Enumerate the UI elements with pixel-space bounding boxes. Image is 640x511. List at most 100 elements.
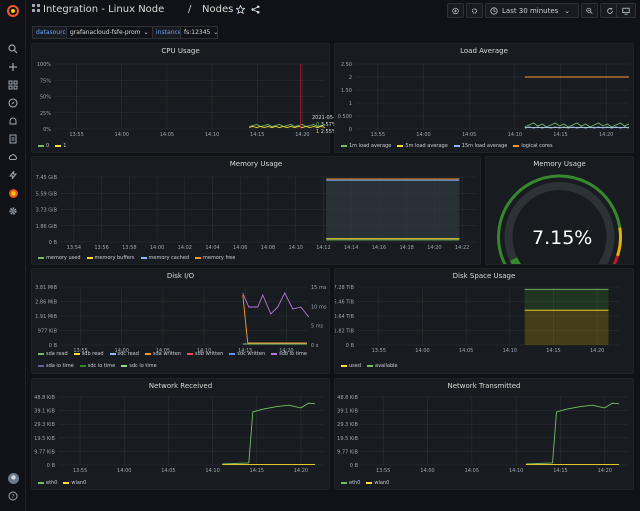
plus-icon[interactable] xyxy=(6,60,20,74)
legend-item[interactable]: 1 xyxy=(55,143,66,149)
time-range-label: Last 30 minutes xyxy=(502,6,559,15)
x-tick-label: 14:05 xyxy=(161,468,175,474)
legend-item[interactable]: 5m load average xyxy=(397,143,448,149)
legend-swatch xyxy=(341,144,347,147)
x-tick-label: 14:06 xyxy=(233,245,247,251)
dashboards-icon[interactable] xyxy=(6,78,20,92)
legend-item[interactable]: used xyxy=(341,363,361,369)
grafana-logo-icon[interactable] xyxy=(6,4,20,18)
lightning-icon[interactable] xyxy=(6,168,20,182)
legend-item[interactable]: wlan0 xyxy=(366,480,389,486)
legend-item[interactable]: sda written xyxy=(144,351,181,357)
x-tick-label: 14:05 xyxy=(156,348,170,354)
x-tick-label: 14:22 xyxy=(455,245,469,251)
panel-network-received[interactable]: Network Received 48.8 KiB 39.1 KiB 29.3 Ki… xyxy=(31,378,330,490)
panel-cpu-usage[interactable]: CPU Usage 100% 75% 50% 25% 0% 13:55 14:00 14:05… xyxy=(31,43,365,153)
gear-icon[interactable] xyxy=(6,204,20,218)
graph-canvas[interactable]: 48.8 KiB 39.1 KiB 29.3 KiB 19.5 KiB 9.77 KiB… xyxy=(32,379,329,489)
x-tick-label: 13:55 xyxy=(69,132,83,138)
tv-mode-button[interactable] xyxy=(616,3,636,18)
graph-canvas[interactable]: 48.8 KiB 39.1 KiB 29.3 KiB 19.5 KiB 9.77 KiB… xyxy=(335,379,633,489)
legend-item[interactable]: sdc read xyxy=(109,351,139,357)
legend-item[interactable]: memory cached xyxy=(140,255,189,261)
share-icon[interactable] xyxy=(251,5,260,17)
graph-canvas[interactable]: 2.50 2 1.50 1 0.500 0 13:55 14:00 14:05 14:10 14:1… xyxy=(335,44,633,152)
zoom-out-button[interactable] xyxy=(581,3,598,18)
legend-item[interactable]: sda io time xyxy=(38,363,74,369)
legend-item[interactable]: sdc io time xyxy=(121,363,157,369)
series-line-cpu-0 xyxy=(249,124,326,127)
legend-item[interactable]: memory free xyxy=(195,255,235,261)
x-tick-label: 14:18 xyxy=(399,245,413,251)
y-tick-label: 75% xyxy=(40,78,51,84)
y-tick-label: 977 KiB xyxy=(38,329,58,335)
instance-select[interactable]: fs:12345 ⌄ xyxy=(180,26,218,39)
legend-item[interactable]: memory buffers xyxy=(86,255,135,261)
legend-item[interactable]: wlan0 xyxy=(63,480,86,486)
time-picker-button[interactable]: Last 30 minutes ⌄ xyxy=(485,3,579,18)
y-tick-label: 2 xyxy=(349,75,352,81)
y2-tick-label: 10 ms xyxy=(311,304,327,310)
x-tick-label: 13:55 xyxy=(376,468,390,474)
panel-disk-space-usage[interactable]: Disk Space Usage 7.28 TiB 5.46 TiB 3.64 Ti… xyxy=(334,268,634,374)
panel-memory-usage[interactable]: Memory Usage 7.45 GiB 5.59 GiB 3.73 GiB 1.8… xyxy=(31,156,481,265)
legend-item[interactable]: 0 xyxy=(38,143,49,149)
legend-item[interactable]: sdb read xyxy=(73,351,104,357)
panel-load-average[interactable]: Load Average 2.50 2 1.50 1 0.500 0 13:55 14:00 1… xyxy=(334,43,634,153)
legend-item[interactable]: sdc io time xyxy=(79,363,115,369)
x-tick-label: 14:00 xyxy=(117,468,131,474)
legend-swatch xyxy=(453,144,460,147)
star-icon[interactable] xyxy=(235,4,246,17)
legend-item[interactable]: sdc written xyxy=(229,351,265,357)
explore-icon[interactable] xyxy=(6,96,20,110)
graph-canvas[interactable]: 7.28 TiB 5.46 TiB 3.64 TiB 1.82 TiB 0 B 13:55… xyxy=(335,269,633,373)
x-tick-label: 13:58 xyxy=(122,245,136,251)
y-tick-label: 0 B xyxy=(49,240,58,246)
panel-memory-gauge[interactable]: Memory Usage 7.15% xyxy=(485,156,634,265)
add-panel-button[interactable] xyxy=(447,3,464,18)
panel-network-transmitted[interactable]: Network Transmitted 48.8 KiB 39.1 KiB 29.3… xyxy=(334,378,634,490)
series-area-used xyxy=(524,310,609,345)
graph-canvas[interactable]: 100% 75% 50% 25% 0% 13:55 14:00 14:05 14:10 14:15… xyxy=(32,44,329,152)
x-tick-label: 14:05 xyxy=(465,468,479,474)
alerting-icon[interactable] xyxy=(6,114,20,128)
avatar[interactable] xyxy=(6,471,20,485)
y-tick-label: 48.8 KiB xyxy=(34,395,55,401)
graph-canvas[interactable]: 3.81 MiB 2.86 MiB 1.91 MiB 977 KiB 0 B 13:55 1… xyxy=(32,269,329,373)
x-tick-label: 14:00 xyxy=(416,132,430,138)
legend-item[interactable]: memory used xyxy=(38,255,81,261)
legend-item[interactable]: 15m load average xyxy=(453,143,507,149)
legend-label: eth0 xyxy=(349,480,361,486)
x-tick-label: 14:15 xyxy=(250,468,264,474)
cloud-icon[interactable] xyxy=(6,150,20,164)
legend-item[interactable]: sda read xyxy=(38,351,68,357)
legend-item[interactable]: eth0 xyxy=(341,480,360,486)
folder-link[interactable]: Integration - Linux Node xyxy=(43,4,165,15)
legend-item[interactable]: logical cores xyxy=(513,143,553,149)
dashboards-grid-icon xyxy=(32,4,40,15)
legend-item[interactable]: available xyxy=(367,363,398,369)
y-tick-label: 1.50 xyxy=(341,88,352,94)
settings-button[interactable] xyxy=(466,3,483,18)
legend-item[interactable]: eth0 xyxy=(38,480,57,486)
legend-swatch xyxy=(144,352,151,355)
page-title[interactable]: Nodes xyxy=(202,4,234,15)
datasource-select[interactable]: grafanacloud-fsfe-prom ⌄ xyxy=(66,26,172,39)
x-tick-label: 14:10 xyxy=(205,132,219,138)
legend-label: sda read xyxy=(46,351,68,357)
tooltip-series-name: 0 xyxy=(316,122,321,128)
graph-canvas[interactable]: 7.45 GiB 5.59 GiB 3.73 GiB 1.86 GiB 0 B 13:54… xyxy=(32,157,480,264)
search-icon[interactable] xyxy=(6,42,20,56)
legend-label: memory buffers xyxy=(94,255,135,261)
legend: sda read sdb read sdc read sda written sdb w… xyxy=(38,351,323,369)
legend-item[interactable]: sdb written xyxy=(187,351,223,357)
help-icon[interactable]: ? xyxy=(6,489,20,503)
legend-swatch xyxy=(195,256,201,259)
globe-icon[interactable] xyxy=(6,186,20,200)
document-icon[interactable] xyxy=(6,132,20,146)
legend-swatch xyxy=(271,352,278,355)
legend-item[interactable]: sdb io time xyxy=(271,351,307,357)
x-tick-label: 14:14 xyxy=(344,245,358,251)
panel-disk-io[interactable]: Disk I/O 3.81 MiB 2.86 MiB 1.91 MiB 977 KiB… xyxy=(31,268,330,374)
legend-item[interactable]: 1m load average xyxy=(341,143,391,149)
